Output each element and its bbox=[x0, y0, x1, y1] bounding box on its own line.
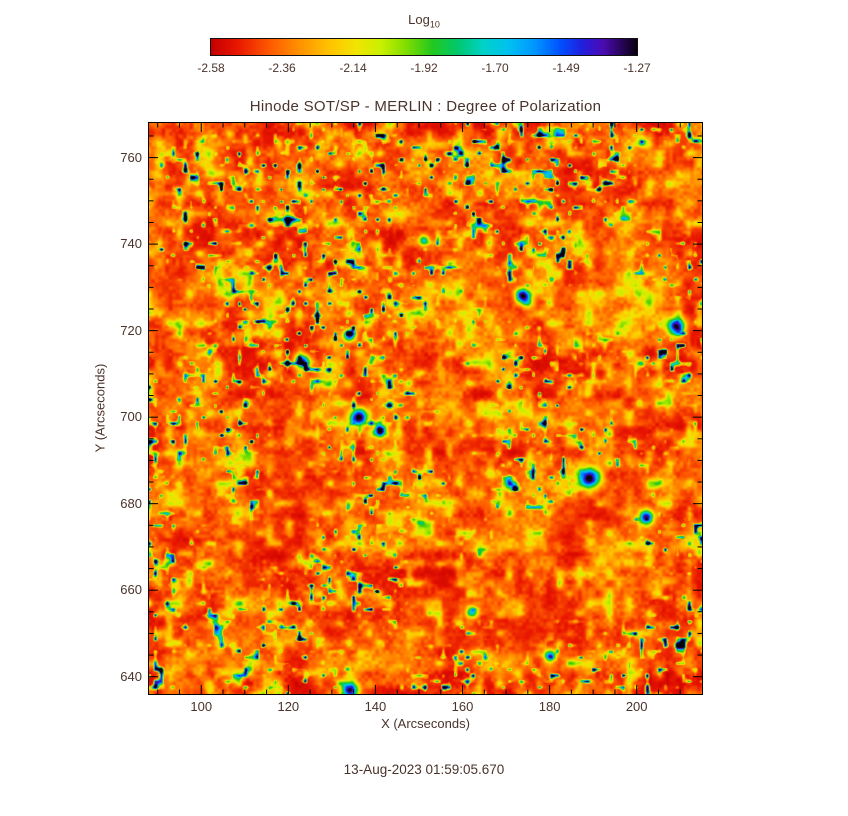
y-tick-label: 660 bbox=[120, 582, 142, 598]
colorbar-label: Log bbox=[408, 12, 430, 27]
y-tick-label: 760 bbox=[120, 149, 142, 165]
colorbar-tick-label: -1.92 bbox=[410, 61, 438, 75]
y-axis-label: Y (Arcseconds) bbox=[92, 363, 108, 453]
y-tick-label: 700 bbox=[120, 409, 142, 425]
heatmap-canvas bbox=[148, 122, 703, 695]
chart-title: Hinode SOT/SP - MERLIN : Degree of Polar… bbox=[249, 98, 602, 115]
x-tick-label: 160 bbox=[451, 699, 474, 714]
colorbar-tick-label: -1.70 bbox=[481, 61, 509, 75]
x-tick-label: 120 bbox=[277, 699, 300, 714]
colorbar-tick-label: -1.27 bbox=[623, 61, 651, 75]
x-tick-label: 180 bbox=[538, 699, 561, 714]
y-tick-label: 740 bbox=[120, 236, 142, 252]
x-tick-label: 200 bbox=[625, 699, 648, 714]
x-tick-label: 100 bbox=[190, 699, 213, 714]
colorbar-label-subscript: 10 bbox=[429, 19, 440, 30]
timestamp: 13-Aug-2023 01:59:05.670 bbox=[343, 762, 505, 777]
y-tick-label: 680 bbox=[120, 495, 142, 511]
y-tick-label: 640 bbox=[120, 668, 142, 684]
colorbar-tick-label: -1.49 bbox=[552, 61, 580, 75]
plot-area bbox=[148, 122, 703, 695]
x-tick-label: 140 bbox=[364, 699, 387, 714]
colorbar-gradient bbox=[210, 38, 638, 56]
colorbar-title: Log10 bbox=[0, 12, 848, 30]
colorbar-tick-label: -2.14 bbox=[339, 61, 367, 75]
x-axis-label: X (Arcseconds) bbox=[381, 716, 470, 731]
colorbar-tick-labels: -2.58 -2.36 -2.14 -1.92 -1.70 -1.49 -1.27 bbox=[197, 61, 650, 77]
y-tick-label: 720 bbox=[120, 322, 142, 338]
colorbar-tick-label: -2.58 bbox=[197, 61, 225, 75]
colorbar-tick-label: -2.36 bbox=[268, 61, 296, 75]
